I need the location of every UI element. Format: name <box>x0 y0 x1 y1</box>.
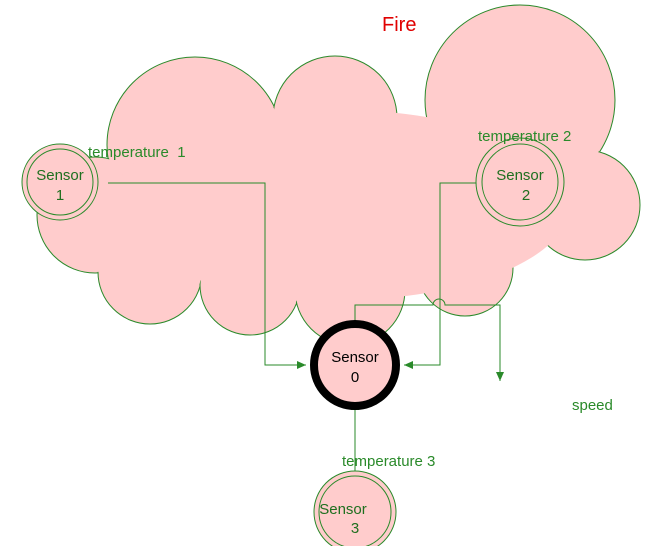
node[interactable]: Sensor 2 <box>476 138 564 226</box>
node-label: Sensor <box>496 167 544 184</box>
node-label: 0 <box>351 369 359 386</box>
node-label: 2 <box>522 187 530 204</box>
node-label: Sensor <box>331 349 379 366</box>
edge-label: temperature 3 <box>342 453 435 470</box>
node-label: 1 <box>56 187 64 204</box>
node-label: 3 <box>351 520 359 537</box>
node-label: Sensor <box>36 167 84 184</box>
diagram: Fire Sensor 1 Sensor 2 Sensor 0 Sensor 3… <box>0 0 663 546</box>
edge-label: temperature 1 <box>88 144 186 161</box>
diagram-title: Fire <box>382 14 416 36</box>
edge-label: speed <box>572 397 613 414</box>
node[interactable]: Sensor 0 <box>314 324 396 406</box>
node[interactable]: Sensor 3 <box>314 471 396 546</box>
node-label: Sensor <box>319 501 367 518</box>
edge-label: temperature 2 <box>478 128 571 145</box>
node[interactable]: Sensor 1 <box>22 144 98 220</box>
